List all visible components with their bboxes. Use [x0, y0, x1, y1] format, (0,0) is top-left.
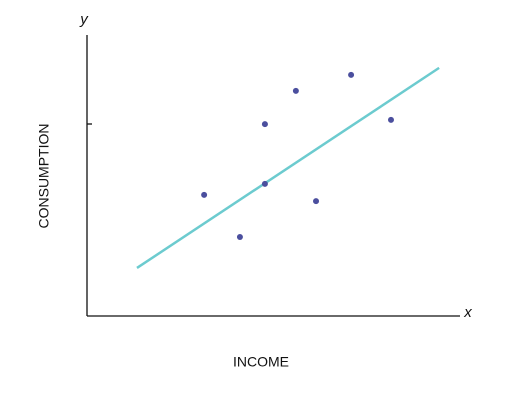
data-point — [236, 234, 243, 241]
data-point — [201, 191, 208, 198]
data-point — [387, 116, 394, 123]
x-axis-label: INCOME — [233, 354, 289, 370]
data-point — [313, 198, 320, 205]
data-point — [292, 87, 299, 94]
x-axis-letter: x — [463, 304, 472, 321]
y-axis-letter: y — [79, 11, 89, 28]
trend-line — [136, 66, 440, 269]
data-point — [348, 71, 355, 78]
y-axis-label: CONSUMPTION — [36, 124, 52, 229]
data-point — [261, 121, 268, 128]
data-point — [261, 180, 268, 187]
